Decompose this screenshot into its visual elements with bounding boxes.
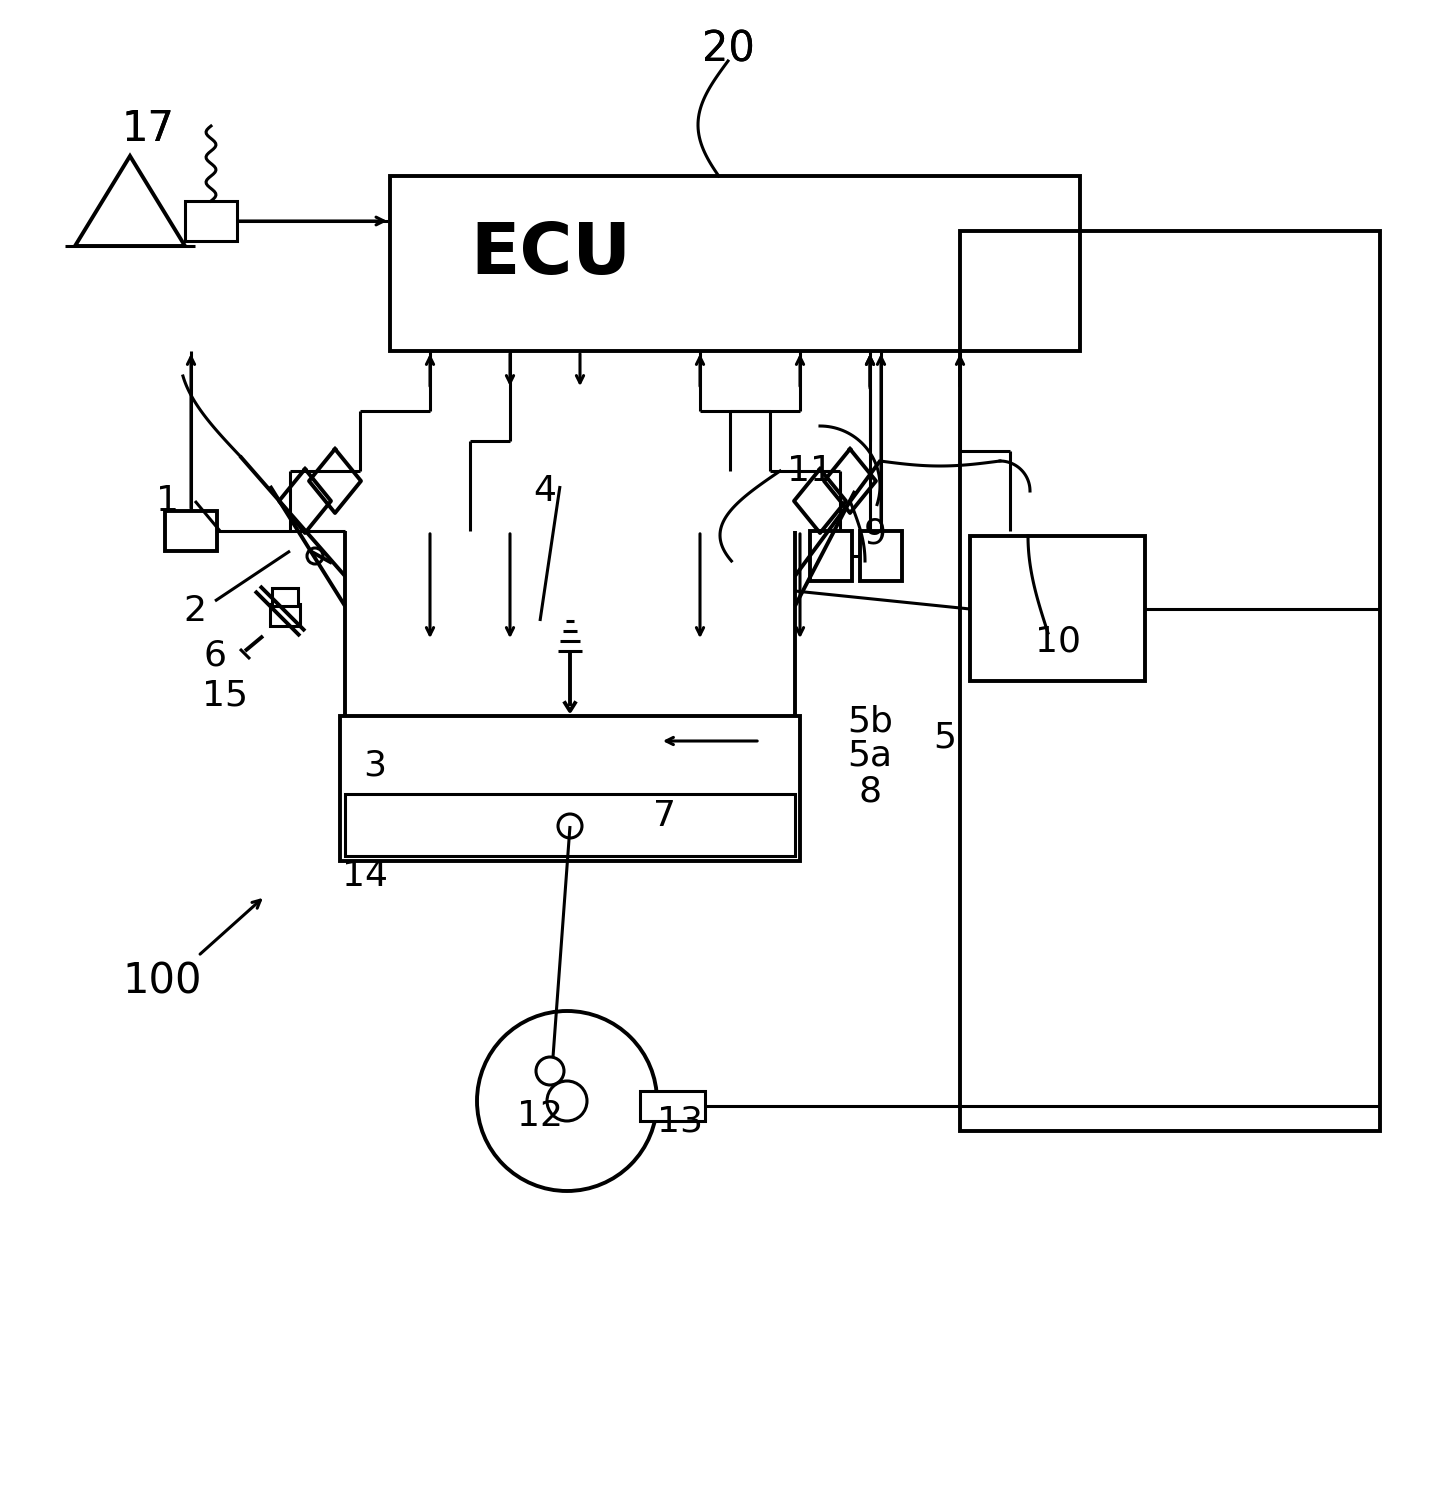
Text: 20: 20 [702,29,755,70]
Text: 7: 7 [653,799,676,833]
Bar [164,511,217,552]
Bar [272,588,298,606]
Text: 11: 11 [787,453,833,488]
Bar [185,201,237,240]
Bar [390,175,1080,351]
Text: 20: 20 [702,29,755,70]
Text: 17: 17 [122,107,174,150]
Text: 13: 13 [657,1105,702,1138]
Text: 17: 17 [122,107,174,150]
Text: 8: 8 [858,774,881,808]
Bar [859,530,901,582]
Text: 12: 12 [518,1098,563,1133]
Text: 5b: 5b [848,704,893,737]
Text: 3: 3 [364,749,387,783]
Bar [345,793,795,857]
Text: 5a: 5a [848,739,893,774]
Text: 2: 2 [183,594,206,629]
Text: 100: 100 [122,959,202,1002]
Text: 15: 15 [202,678,249,713]
Text: 14: 14 [342,858,388,893]
Text: ECU: ECU [470,221,631,289]
Text: 4: 4 [534,474,557,508]
Text: 1: 1 [157,484,179,518]
Text: 5: 5 [933,721,957,756]
Bar [970,536,1144,681]
Text: 9: 9 [864,515,887,550]
Bar [810,530,852,582]
Bar [640,1091,705,1121]
Text: 10: 10 [1035,624,1080,657]
Bar [960,231,1380,1132]
Text: 6: 6 [204,639,227,672]
Bar [270,604,300,626]
Bar [340,716,800,861]
